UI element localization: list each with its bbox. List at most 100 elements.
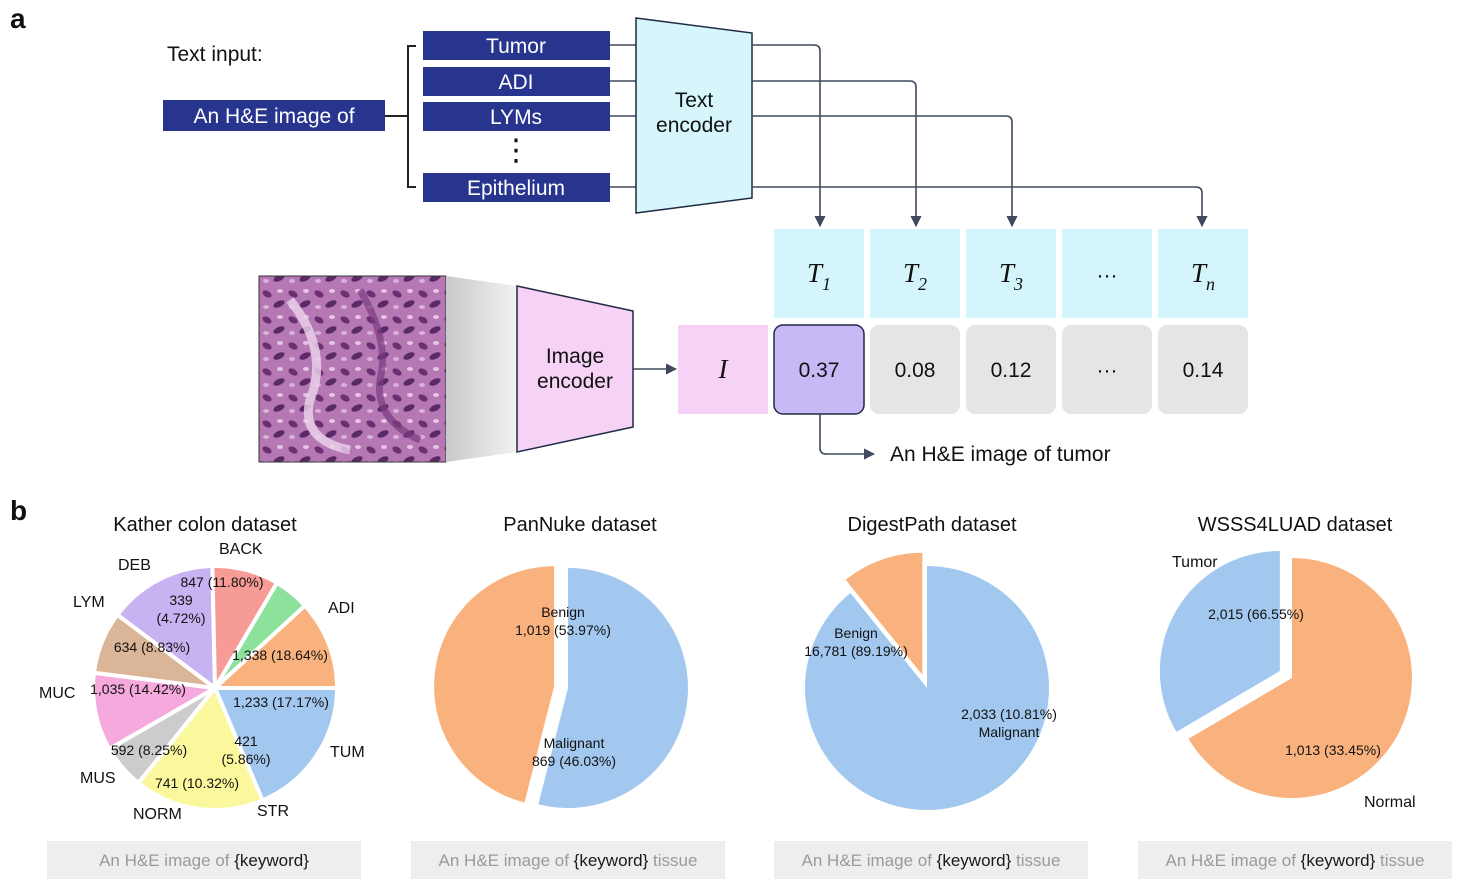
panel-letter-a: a — [10, 3, 26, 34]
text-encoder-label-line1: Text — [675, 89, 714, 112]
class-label-epithelium: Epithelium — [467, 177, 565, 200]
text-encoder-label-line2: encoder — [656, 114, 732, 137]
prompt-template-text: An H&E image of {keyword} tissue — [1166, 851, 1425, 870]
text-token-2: T2 — [870, 229, 960, 318]
text-token-3: T3 — [966, 229, 1056, 318]
pie-charts: Kather colon dataset 1,338 (18.64%) 1,233 … — [39, 514, 1452, 879]
pie-title: DigestPath dataset — [848, 514, 1017, 536]
pie-slice-label: Benign — [834, 625, 878, 641]
arrow-to-t1 — [752, 44, 826, 228]
text-token-row: T1 T2 T3 ··· Tn — [774, 229, 1248, 318]
pie-slice-label: (4.72%) — [156, 610, 205, 626]
pie-category-label-adi: ADI — [328, 600, 355, 617]
pie-slice-label: 1,338 (18.64%) — [232, 647, 328, 663]
pie-slice-label: 741 (10.32%) — [155, 775, 239, 791]
pie-slice-benign — [804, 566, 1049, 811]
similarity-cell-1: 0.37 — [773, 324, 865, 415]
similarity-row: 0.37 0.08 0.12 ··· 0.14 — [773, 324, 1248, 415]
result-arrow — [819, 414, 876, 460]
class-label-tumor: Tumor — [486, 35, 546, 58]
prompt-template-box: An H&E image of {keyword} tissue — [411, 841, 725, 879]
pie-category-label-deb: DEB — [118, 557, 151, 574]
similarity-value: 0.14 — [1183, 359, 1224, 382]
pie-slice-normal — [1159, 551, 1280, 732]
pie-slice-label: Malignant — [979, 724, 1040, 740]
text-token-5: Tn — [1158, 229, 1248, 318]
prompt-template-text: An H&E image of {keyword} tissue — [439, 851, 698, 870]
pie-slice-label: 2,015 (66.55%) — [1208, 606, 1304, 622]
pie-slice-benign — [538, 568, 688, 808]
pie-category-label-back: BACK — [219, 541, 263, 558]
pie-category-label-muc: MUC — [39, 685, 75, 702]
pie-slice-label: Benign — [541, 604, 585, 620]
panel-b: b Kather colon dataset 1,338 (18.64%) 1,23… — [10, 495, 1452, 879]
similarity-cell-4: ··· — [1062, 325, 1152, 414]
image-projection-funnel — [446, 276, 517, 462]
class-to-encoder-lines — [610, 44, 636, 188]
pie-title: PanNuke dataset — [503, 514, 657, 536]
pie-category-label-tumor: Tumor — [1172, 554, 1218, 571]
pie-slice-adi — [213, 686, 339, 803]
text-token-4: ··· — [1062, 229, 1152, 318]
pie-slice-label: Malignant — [544, 735, 605, 751]
pie-slice-label: 847 (11.80%) — [180, 574, 263, 590]
pie-category-label-mus: MUS — [80, 770, 116, 787]
similarity-cell-5: 0.14 — [1158, 325, 1248, 414]
pie-slice-label: 16,781 (89.19%) — [804, 643, 908, 659]
pie-slice-label: 634 (8.83%) — [114, 639, 190, 655]
panel-letter-b: b — [10, 495, 27, 526]
pie-chart-3: DigestPath dataset Benign 16,781 (89.19%) 2… — [774, 514, 1088, 879]
pie-title: Kather colon dataset — [113, 514, 297, 536]
prompt-prefix-box: An H&E image of — [163, 100, 385, 131]
pie-slice-label: 869 (46.03%) — [532, 753, 616, 769]
class-box-adi: ADI — [423, 67, 610, 96]
similarity-cell-2: 0.08 — [870, 325, 960, 414]
similarity-value: 0.08 — [895, 359, 936, 382]
text-token-label: ··· — [1097, 264, 1118, 287]
image-encoder: Image encoder — [516, 285, 634, 453]
class-label-adi: ADI — [498, 71, 533, 94]
pie-title: WSSS4LUAD dataset — [1198, 514, 1393, 536]
pie-chart-2: PanNuke dataset Benign 1,019 (53.97%) Malig… — [411, 514, 725, 879]
prompt-prefix-text: An H&E image of — [193, 105, 354, 128]
pie-slice-label: 421 — [234, 733, 258, 749]
image-encoder-label-line1: Image — [546, 345, 604, 368]
text-input-label: Text input: — [167, 43, 263, 66]
class-box-tumor: Tumor — [423, 31, 610, 60]
class-box-lyms: LYMs — [423, 102, 610, 131]
pie-category-label-lym: LYM — [73, 594, 105, 611]
prompt-template-box: An H&E image of {keyword} tissue — [1138, 841, 1452, 879]
image-token-label: I — [718, 354, 730, 384]
pie-slice-label: 339 — [169, 592, 193, 608]
prompt-template-text: An H&E image of {keyword} tissue — [802, 851, 1061, 870]
class-bracket — [385, 45, 416, 188]
prompt-template-text: An H&E image of {keyword} — [99, 851, 309, 870]
pie-slice-label: 1,035 (14.42%) — [90, 681, 186, 697]
histology-image — [258, 275, 447, 463]
pie-slice-tum — [136, 686, 265, 812]
class-box-epithelium: Epithelium — [423, 173, 610, 202]
pie-slice-muc — [115, 564, 217, 690]
pie-category-label-str: STR — [257, 803, 289, 820]
pie-slice-label: 2,033 (10.81%) — [961, 706, 1057, 722]
pie-chart-4: WSSS4LUAD dataset 2,015 (66.55%) 1,013 (33… — [1138, 514, 1452, 879]
pie-slice-back — [213, 603, 339, 690]
prompt-template-box: An H&E image of {keyword} tissue — [774, 841, 1088, 879]
class-label-lyms: LYMs — [490, 106, 542, 129]
pie-category-label-tum: TUM — [330, 744, 365, 761]
pie-slice-label: (5.86%) — [221, 751, 270, 767]
arrow-to-tn — [752, 186, 1208, 228]
pie-slice-tumor — [1188, 558, 1413, 799]
arrow-to-t3 — [752, 115, 1018, 228]
image-token: I — [678, 325, 768, 414]
pie-slice-label: 1,013 (33.45%) — [1285, 742, 1381, 758]
arrow-to-t2 — [752, 80, 922, 228]
similarity-value: ··· — [1097, 359, 1118, 382]
class-ellipsis: ⋮ — [501, 133, 531, 168]
pie-category-label-norm: NORM — [133, 806, 182, 823]
pie-slice-label: 1,019 (53.97%) — [515, 622, 611, 638]
pie-slice-malignant — [434, 566, 555, 803]
prompt-template-box: An H&E image of {keyword} — [47, 841, 361, 879]
result-text: An H&E image of tumor — [890, 443, 1111, 466]
